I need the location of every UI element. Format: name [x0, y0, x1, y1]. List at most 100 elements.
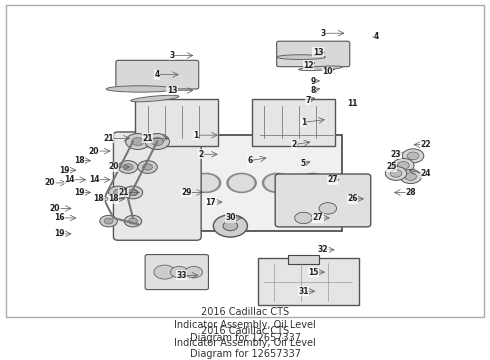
Ellipse shape [277, 55, 325, 59]
Text: 2: 2 [291, 140, 296, 149]
Circle shape [402, 149, 424, 163]
Circle shape [223, 221, 238, 231]
Circle shape [405, 173, 416, 180]
Circle shape [392, 158, 414, 172]
Circle shape [397, 162, 409, 169]
Circle shape [124, 215, 142, 227]
Text: 30: 30 [225, 213, 236, 222]
Circle shape [265, 175, 289, 191]
Text: 14: 14 [64, 175, 75, 184]
Text: 14: 14 [89, 175, 99, 184]
Circle shape [294, 212, 312, 224]
Circle shape [390, 170, 402, 177]
Text: 13: 13 [313, 48, 323, 57]
Text: 20: 20 [108, 162, 119, 171]
Circle shape [143, 164, 152, 170]
Text: 29: 29 [181, 188, 192, 197]
Circle shape [109, 186, 128, 199]
Circle shape [192, 174, 220, 193]
FancyBboxPatch shape [277, 41, 350, 67]
Text: 19: 19 [54, 229, 65, 238]
Circle shape [100, 215, 117, 227]
Text: 27: 27 [313, 213, 323, 222]
Text: 26: 26 [347, 194, 357, 203]
Text: 4: 4 [374, 32, 379, 41]
Ellipse shape [131, 95, 179, 102]
FancyBboxPatch shape [288, 255, 319, 264]
Text: 8: 8 [311, 86, 316, 95]
Text: 20: 20 [45, 179, 55, 188]
Text: 1: 1 [194, 131, 199, 140]
Text: 19: 19 [59, 166, 70, 175]
Text: 10: 10 [322, 67, 333, 76]
Text: 25: 25 [386, 162, 396, 171]
FancyBboxPatch shape [275, 174, 371, 227]
Text: 21: 21 [142, 134, 153, 143]
Text: 27: 27 [327, 175, 338, 184]
Text: 17: 17 [206, 198, 216, 207]
Circle shape [154, 265, 175, 279]
Circle shape [104, 218, 113, 224]
Text: 19: 19 [74, 188, 85, 197]
Circle shape [407, 152, 419, 160]
Text: 18: 18 [108, 194, 119, 203]
Circle shape [145, 134, 170, 149]
Circle shape [132, 138, 144, 145]
Text: 2016 Cadillac CTS
Indicator Assembly, Oil Level
Diagram for 12657337: 2016 Cadillac CTS Indicator Assembly, Oi… [174, 326, 316, 359]
Text: Diagram for 12657337: Diagram for 12657337 [190, 333, 300, 343]
Text: 23: 23 [391, 150, 401, 159]
Text: 16: 16 [54, 213, 65, 222]
Circle shape [151, 138, 163, 145]
FancyBboxPatch shape [258, 258, 359, 305]
Circle shape [194, 175, 218, 191]
Text: 18: 18 [94, 194, 104, 203]
Text: 33: 33 [176, 271, 187, 280]
Circle shape [229, 175, 254, 191]
FancyBboxPatch shape [135, 99, 218, 146]
Circle shape [400, 170, 421, 184]
Circle shape [263, 174, 292, 193]
Circle shape [118, 161, 138, 174]
Text: 18: 18 [74, 156, 85, 165]
Circle shape [123, 186, 143, 199]
FancyBboxPatch shape [145, 255, 208, 289]
Text: 2016 Cadillac CTS: 2016 Cadillac CTS [201, 307, 289, 317]
Circle shape [227, 174, 256, 193]
Text: 15: 15 [308, 267, 318, 276]
Circle shape [114, 189, 123, 196]
Text: 28: 28 [405, 188, 416, 197]
Circle shape [213, 215, 247, 237]
Text: 13: 13 [167, 86, 177, 95]
FancyBboxPatch shape [252, 99, 335, 146]
Text: 3: 3 [320, 29, 325, 38]
Circle shape [171, 266, 188, 278]
Text: Indicator Assembly, Oil Level: Indicator Assembly, Oil Level [174, 320, 316, 330]
Circle shape [128, 218, 137, 224]
Circle shape [125, 134, 150, 149]
Circle shape [300, 175, 325, 191]
Text: 3: 3 [169, 51, 174, 60]
Circle shape [123, 164, 133, 170]
Text: 5: 5 [301, 159, 306, 168]
FancyBboxPatch shape [187, 135, 343, 231]
Text: 6: 6 [247, 156, 252, 165]
Text: 21: 21 [118, 188, 128, 197]
Text: 31: 31 [298, 287, 309, 296]
Circle shape [298, 174, 327, 193]
Text: 24: 24 [420, 169, 431, 178]
Text: 32: 32 [318, 245, 328, 254]
Text: 4: 4 [155, 70, 160, 79]
Text: 9: 9 [311, 77, 316, 86]
Text: 12: 12 [303, 60, 314, 69]
Circle shape [185, 266, 202, 278]
Ellipse shape [299, 66, 343, 71]
Text: 7: 7 [306, 96, 311, 105]
Circle shape [385, 166, 407, 180]
FancyBboxPatch shape [6, 5, 484, 317]
FancyBboxPatch shape [114, 132, 201, 240]
Text: 20: 20 [49, 204, 60, 213]
Text: 20: 20 [89, 147, 99, 156]
Circle shape [128, 189, 138, 196]
Circle shape [319, 203, 337, 214]
Text: 11: 11 [347, 99, 357, 108]
